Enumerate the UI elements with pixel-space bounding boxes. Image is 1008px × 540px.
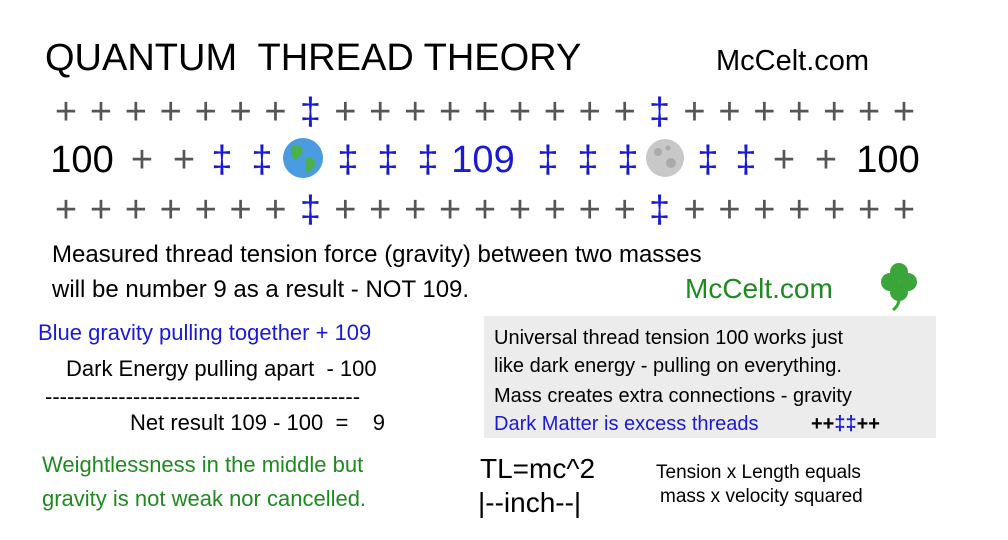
grid-segment: + + (773, 139, 837, 181)
grid-row: + + + + + + + ‡ + + + + + + + + + ‡ + + + + + + + (55, 189, 915, 231)
grid-row: 100 + + ‡ ‡ ‡ ‡ ‡ 109 ‡ ‡ ‡ ‡ ‡ + +100 (50, 139, 919, 181)
equation: TL=mc^2 (480, 453, 595, 484)
grid-segment: 100 (50, 139, 113, 181)
grid-segment: ‡ ‡ ‡ (337, 139, 438, 181)
note-line: Weightlessness in the middle but (42, 452, 363, 477)
statement-line: will be number 9 as a result - NOT 109. (51, 276, 469, 303)
symbol: ++ (857, 413, 880, 435)
calc-line: Net result 109 - 100 = 9 (130, 410, 385, 435)
box-line: Dark Matter is excess threads (494, 413, 759, 435)
site-link: McCelt.com (685, 273, 833, 304)
calc-divider: ----------------------------------------… (45, 384, 360, 409)
clover-icon (881, 263, 917, 312)
symbol: ‡‡ (834, 413, 856, 435)
box-symbols: ++‡‡++ (0, 413, 897, 435)
box-line: like dark energy - pulling on everything… (494, 355, 842, 377)
unit: |--inch--| (478, 487, 581, 518)
box-line: Universal thread tension 100 works just (494, 327, 844, 349)
moon-icon (646, 139, 684, 177)
grid-segment: 109 (451, 139, 514, 181)
note-line: gravity is not weak nor cancelled. (42, 486, 366, 511)
grid-segment: + + (131, 139, 195, 181)
calc-line: Blue gravity pulling together + 109 (38, 320, 371, 345)
earth-icon (283, 138, 323, 178)
info-box (484, 316, 936, 438)
box-line: Mass creates extra connections - gravity (494, 385, 852, 407)
grid-segment: 100 (856, 139, 919, 181)
explanation: Tension x Length equals (656, 462, 861, 483)
explanation: mass x velocity squared (660, 486, 863, 507)
grid-segment: ‡ ‡ ‡ (537, 139, 638, 181)
calc-line: Dark Energy pulling apart - 100 (66, 356, 377, 381)
site: McCelt.com (716, 45, 869, 77)
grid-row: + + + + + + + ‡ + + + + + + + + + ‡ + + + + + + + (55, 91, 915, 133)
symbol: ++ (811, 413, 834, 435)
title: QUANTUM THREAD THEORY (45, 37, 581, 79)
grid-segment: ‡ ‡ (211, 139, 272, 181)
statement-line: Measured thread tension force (gravity) … (52, 241, 702, 268)
grid-segment: ‡ ‡ (697, 139, 756, 181)
